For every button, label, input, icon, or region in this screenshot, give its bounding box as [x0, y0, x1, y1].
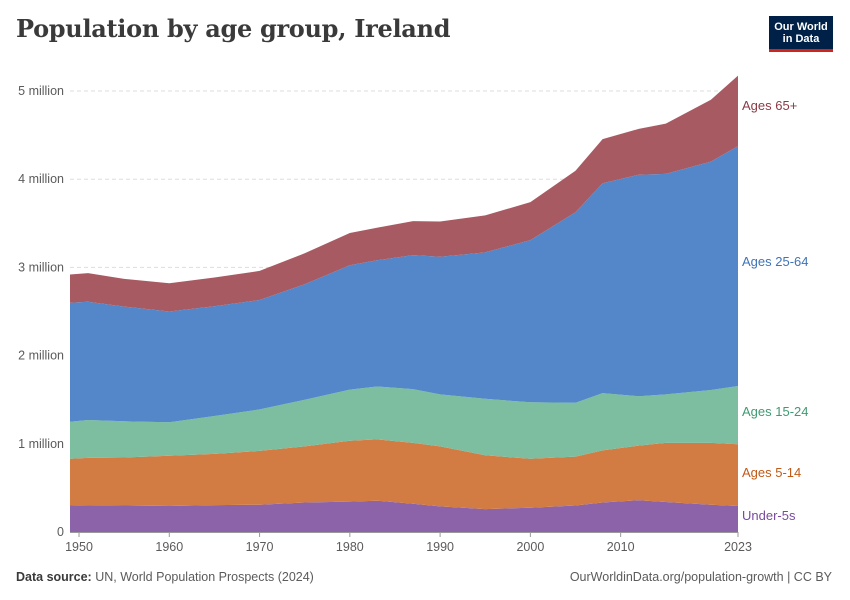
x-tick-label: 1970 [246, 540, 274, 554]
x-tick-label: 1990 [426, 540, 454, 554]
series-label-ages-15-24: Ages 15-24 [742, 404, 809, 419]
series-label-ages-25-64: Ages 25-64 [742, 254, 809, 269]
stacked-areas [70, 75, 738, 532]
area-ages-65- [70, 75, 738, 312]
series-label-ages-65-: Ages 65+ [742, 98, 797, 113]
x-tick-label: 2000 [516, 540, 544, 554]
y-tick-label: 4 million [18, 172, 64, 186]
y-tick-label: 2 million [18, 349, 64, 363]
data-source-label: Data source: [16, 570, 92, 584]
y-tick-label: 0 [57, 525, 64, 539]
y-tick-label: 5 million [18, 84, 64, 98]
data-source: Data source: UN, World Population Prospe… [16, 570, 314, 584]
logo-line-1: Our World [774, 20, 828, 33]
series-label-ages-5-14: Ages 5-14 [742, 465, 801, 480]
x-tick-label: 1950 [65, 540, 93, 554]
x-tick-label: 1960 [155, 540, 183, 554]
series-labels: Under-5s Ages 5-14 Ages 15-24 Ages 25-64 Age… [742, 98, 809, 523]
area-ages-25-64 [70, 146, 738, 423]
logo-line-2: in Data [782, 32, 820, 45]
area-ages-15-24 [70, 386, 738, 459]
area-ages-5-14 [70, 439, 738, 510]
owid-logo[interactable]: Our World in Data [769, 16, 833, 52]
x-tick-label: 1980 [336, 540, 364, 554]
x-tick-label: 2023 [724, 540, 752, 554]
x-tick-label: 2010 [607, 540, 635, 554]
area-under-5s [70, 500, 738, 532]
footer-link[interactable]: OurWorldinData.org/population-growth | C… [569, 570, 832, 584]
y-tick-label: 1 million [18, 437, 64, 451]
axes: 0 1 million 2 million 3 million 4 million 5 m… [18, 84, 752, 554]
y-tick-label: 3 million [18, 260, 64, 274]
series-label-under-5s: Under-5s [742, 508, 796, 523]
data-source-text: UN, World Population Prospects (2024) [95, 570, 314, 584]
chart-title: Population by age group, Ireland [16, 14, 451, 43]
